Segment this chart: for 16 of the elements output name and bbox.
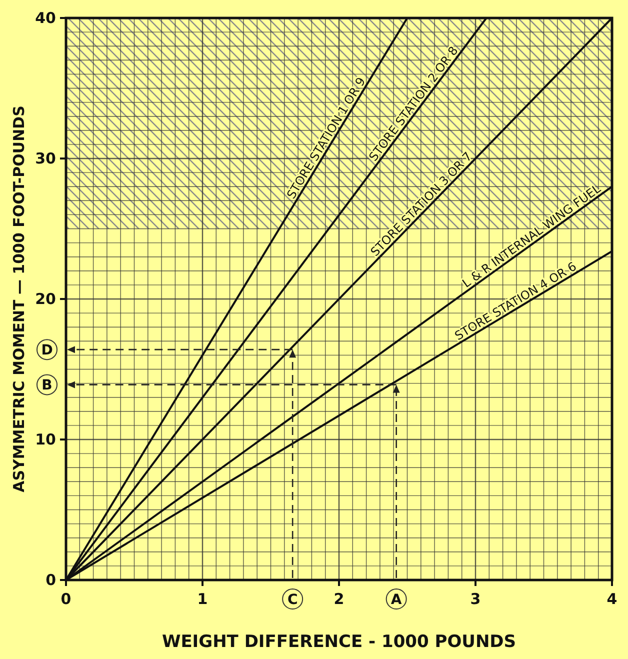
ref-line-label: C (287, 592, 298, 608)
y-tick-label: 30 (35, 150, 56, 168)
ref-line-label: A (390, 592, 402, 608)
x-tick-label: 1 (197, 590, 208, 608)
y-tick-label: 40 (35, 9, 56, 27)
x-tick-label: 3 (470, 590, 481, 608)
ref-line-label: D (41, 342, 53, 359)
x-tick-label: 4 (606, 590, 618, 608)
ref-line-label: B (42, 378, 52, 394)
x-tick-label: 0 (60, 590, 72, 608)
x-axis-title: WEIGHT DIFFERENCE - 1000 POUNDS (162, 632, 516, 652)
y-tick-label: 0 (46, 571, 56, 589)
x-tick-label: 2 (334, 590, 344, 608)
y-tick-label: 10 (35, 430, 56, 448)
y-tick-label: 20 (35, 290, 56, 308)
y-axis-title: ASYMMETRIC MOMENT — 1000 FOOT-POUNDS (10, 106, 28, 492)
